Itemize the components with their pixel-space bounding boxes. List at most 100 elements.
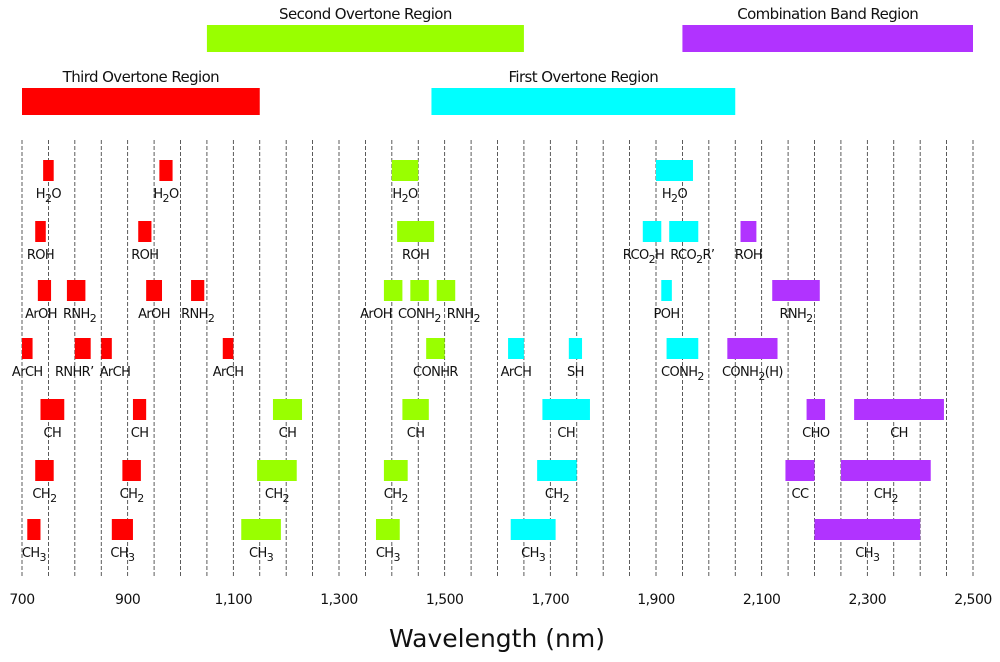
band-label: CH [279, 426, 297, 441]
region-bar [206, 25, 524, 52]
band-bar [66, 280, 86, 301]
band-bar [854, 399, 944, 420]
x-tick-label: 1,300 [320, 592, 358, 608]
band-label: RCO2R’ [670, 248, 714, 266]
band-bar [111, 519, 133, 540]
band-bar [568, 338, 583, 359]
band-label: CH2 [265, 487, 289, 505]
x-tick-label: 1,700 [532, 592, 570, 608]
band-bar [40, 399, 65, 420]
band-label: CH2 [874, 487, 898, 505]
band-bar [814, 519, 921, 540]
band-bar [383, 460, 408, 481]
band-label: CH3 [110, 546, 135, 564]
band-bar [537, 460, 577, 481]
band-bar [257, 460, 297, 481]
x-tick-label: 700 [9, 592, 34, 608]
band-label: CH [407, 426, 425, 441]
band-bar [402, 399, 429, 420]
region-bar [22, 88, 260, 115]
band-label: SH [567, 365, 584, 380]
band-label: ROH [131, 248, 158, 263]
x-tick-label: 1,100 [215, 592, 253, 608]
band-label: RCO2H [623, 248, 665, 266]
band-bar [122, 460, 141, 481]
band-bars: H2O H2O H2O H2O ROH ROH ROH RCO2H RCO2R’ ROH ArOH R… [12, 160, 944, 564]
region-label: Combination Band Region [737, 5, 918, 23]
band-bar [661, 280, 672, 301]
band-bar [27, 519, 41, 540]
x-tick-label: 2,300 [849, 592, 887, 608]
band-bar [410, 280, 429, 301]
band-label: ArOH [138, 307, 170, 322]
band-bar [656, 160, 693, 181]
band-label: CHO [802, 426, 830, 441]
band-bar [642, 221, 662, 242]
band-label: ArOH [25, 307, 57, 322]
band-label: ROH [402, 248, 429, 263]
region-label: Second Overtone Region [279, 5, 452, 23]
band-bar [669, 221, 699, 242]
band-label: CH3 [376, 546, 401, 564]
band-label: CONH2 [398, 307, 441, 325]
band-label: CH2 [32, 487, 56, 505]
band-bar [272, 399, 303, 420]
band-label: ArCH [213, 365, 244, 380]
band-bar [35, 221, 46, 242]
band-label: CH [890, 426, 908, 441]
band-label: CC [791, 487, 808, 502]
x-axis-title: Wavelength (nm) [389, 624, 605, 653]
band-bar [35, 460, 54, 481]
band-label: CONHR [413, 365, 458, 380]
band-bar [785, 460, 815, 481]
band-label: POH [654, 307, 680, 322]
band-bar [383, 280, 403, 301]
band-bar [132, 399, 147, 420]
region-bar [682, 25, 973, 52]
band-bar [436, 280, 456, 301]
region-bar [431, 88, 736, 115]
band-bar [222, 338, 234, 359]
band-label: CH [557, 426, 575, 441]
band-label: CONH2(H) [722, 365, 783, 383]
band-bar [772, 280, 820, 301]
band-label: CH3 [855, 546, 880, 564]
band-label: H2O [662, 187, 688, 205]
band-bar [101, 338, 112, 359]
band-bar [22, 338, 33, 359]
band-bar [666, 338, 699, 359]
band-bar [397, 221, 435, 242]
band-bar [37, 280, 52, 301]
band-label: CH2 [120, 487, 144, 505]
band-bar [74, 338, 91, 359]
band-label: CH2 [545, 487, 569, 505]
band-label: RNH2 [63, 307, 96, 325]
band-bar [138, 221, 152, 242]
x-tick-label: 1,900 [637, 592, 675, 608]
band-bar [806, 399, 826, 420]
band-label: CH3 [521, 546, 546, 564]
x-tick-label: 900 [115, 592, 140, 608]
band-bar [426, 338, 445, 359]
band-label: CH3 [22, 546, 47, 564]
region-label: First Overtone Region [508, 68, 658, 86]
band-label: H2O [153, 187, 179, 205]
band-label: CH2 [384, 487, 408, 505]
band-label: CH [44, 426, 62, 441]
x-tick-label: 2,500 [954, 592, 992, 608]
band-label: CH3 [249, 546, 274, 564]
band-label: RNHR’ [55, 365, 94, 380]
region-bars: Second Overtone Region Combination Band R… [22, 5, 973, 115]
band-label: H2O [36, 187, 62, 205]
band-label: RNH2 [447, 307, 480, 325]
band-bar [740, 221, 757, 242]
band-bar [146, 280, 163, 301]
band-label: RNH2 [181, 307, 214, 325]
band-label: ArCH [501, 365, 532, 380]
band-bar [508, 338, 524, 359]
band-bar [241, 519, 281, 540]
band-bar [542, 399, 590, 420]
band-label: ROH [27, 248, 54, 263]
band-label: CH [131, 426, 149, 441]
